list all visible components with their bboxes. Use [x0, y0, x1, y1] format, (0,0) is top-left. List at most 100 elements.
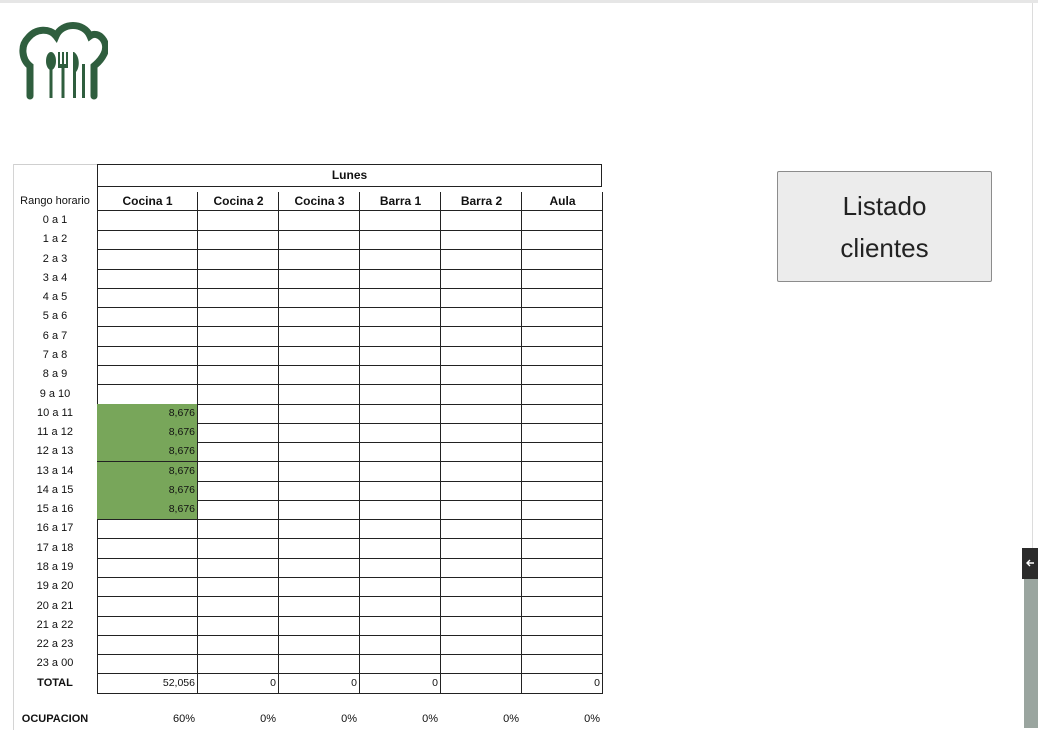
schedule-cell[interactable]: [198, 211, 279, 231]
schedule-cell[interactable]: [279, 461, 360, 482]
schedule-cell[interactable]: [360, 519, 441, 540]
schedule-cell[interactable]: [360, 230, 441, 251]
schedule-cell[interactable]: [198, 403, 279, 424]
schedule-cell[interactable]: [97, 635, 198, 656]
schedule-cell[interactable]: [198, 442, 279, 463]
schedule-cell[interactable]: [360, 249, 441, 270]
schedule-cell[interactable]: [97, 615, 198, 636]
schedule-cell[interactable]: [97, 288, 198, 309]
schedule-cell[interactable]: [198, 577, 279, 598]
schedule-cell[interactable]: [97, 268, 198, 289]
schedule-cell[interactable]: [360, 654, 441, 675]
schedule-cell[interactable]: [97, 596, 198, 617]
schedule-cell[interactable]: [279, 480, 360, 501]
schedule-cell[interactable]: [198, 635, 279, 656]
schedule-cell[interactable]: [522, 519, 603, 540]
schedule-cell[interactable]: [441, 596, 522, 617]
schedule-cell[interactable]: [279, 538, 360, 559]
schedule-cell[interactable]: [441, 538, 522, 559]
schedule-cell[interactable]: [97, 384, 198, 405]
schedule-cell[interactable]: [522, 615, 603, 636]
schedule-cell[interactable]: [279, 268, 360, 289]
schedule-cell[interactable]: [441, 480, 522, 501]
schedule-cell[interactable]: [360, 365, 441, 386]
schedule-cell[interactable]: [279, 500, 360, 521]
schedule-cell[interactable]: [360, 307, 441, 328]
schedule-cell[interactable]: [198, 500, 279, 521]
schedule-cell[interactable]: [97, 211, 198, 231]
schedule-cell[interactable]: [522, 480, 603, 501]
schedule-cell[interactable]: [522, 365, 603, 386]
schedule-cell[interactable]: [198, 307, 279, 328]
schedule-cell[interactable]: [441, 558, 522, 579]
schedule-cell[interactable]: [198, 230, 279, 251]
schedule-cell[interactable]: [360, 538, 441, 559]
schedule-cell[interactable]: [97, 577, 198, 598]
schedule-cell[interactable]: [360, 345, 441, 366]
schedule-cell[interactable]: [522, 558, 603, 579]
schedule-cell[interactable]: [522, 268, 603, 289]
schedule-cell[interactable]: [279, 635, 360, 656]
schedule-cell[interactable]: [360, 403, 441, 424]
schedule-cell[interactable]: [522, 442, 603, 463]
schedule-cell[interactable]: [441, 230, 522, 251]
schedule-cell[interactable]: [279, 577, 360, 598]
schedule-cell[interactable]: [522, 230, 603, 251]
schedule-cell[interactable]: [279, 442, 360, 463]
schedule-cell[interactable]: [522, 577, 603, 598]
listado-clientes-button[interactable]: Listado clientes: [777, 171, 992, 282]
schedule-cell[interactable]: [441, 403, 522, 424]
schedule-cell[interactable]: [360, 423, 441, 444]
schedule-cell[interactable]: [441, 249, 522, 270]
schedule-cell[interactable]: [279, 326, 360, 347]
schedule-cell[interactable]: [441, 615, 522, 636]
schedule-cell[interactable]: [441, 442, 522, 463]
schedule-cell[interactable]: [198, 249, 279, 270]
schedule-cell[interactable]: [522, 500, 603, 521]
schedule-cell[interactable]: [360, 288, 441, 309]
schedule-cell[interactable]: [198, 423, 279, 444]
schedule-cell[interactable]: [279, 345, 360, 366]
schedule-cell[interactable]: [522, 307, 603, 328]
schedule-cell[interactable]: [198, 519, 279, 540]
schedule-cell[interactable]: [522, 654, 603, 675]
schedule-cell[interactable]: [279, 558, 360, 579]
schedule-cell[interactable]: [360, 577, 441, 598]
schedule-cell[interactable]: [97, 654, 198, 675]
schedule-cell[interactable]: [522, 423, 603, 444]
schedule-cell[interactable]: [522, 538, 603, 559]
schedule-cell[interactable]: [198, 596, 279, 617]
schedule-cell[interactable]: [522, 596, 603, 617]
schedule-cell[interactable]: [279, 596, 360, 617]
schedule-cell[interactable]: [441, 326, 522, 347]
schedule-cell[interactable]: [441, 307, 522, 328]
schedule-cell[interactable]: [522, 249, 603, 270]
schedule-cell[interactable]: [198, 538, 279, 559]
schedule-cell[interactable]: [279, 365, 360, 386]
schedule-cell[interactable]: [441, 654, 522, 675]
schedule-cell[interactable]: [97, 500, 198, 521]
schedule-cell[interactable]: [441, 577, 522, 598]
schedule-cell[interactable]: [522, 403, 603, 424]
schedule-cell[interactable]: [522, 326, 603, 347]
schedule-cell[interactable]: [441, 384, 522, 405]
schedule-cell[interactable]: [97, 230, 198, 251]
schedule-cell[interactable]: [360, 461, 441, 482]
schedule-cell[interactable]: [360, 384, 441, 405]
schedule-cell[interactable]: [198, 461, 279, 482]
schedule-cell[interactable]: [522, 211, 603, 231]
schedule-cell[interactable]: [198, 558, 279, 579]
schedule-cell[interactable]: [360, 635, 441, 656]
schedule-cell[interactable]: [279, 654, 360, 675]
schedule-cell[interactable]: [97, 345, 198, 366]
schedule-cell[interactable]: [97, 519, 198, 540]
schedule-cell[interactable]: [279, 211, 360, 231]
schedule-cell[interactable]: [279, 307, 360, 328]
schedule-cell[interactable]: [441, 211, 522, 231]
schedule-cell[interactable]: [441, 423, 522, 444]
schedule-cell[interactable]: [360, 500, 441, 521]
schedule-cell[interactable]: [279, 423, 360, 444]
schedule-cell[interactable]: [360, 615, 441, 636]
schedule-cell[interactable]: [522, 345, 603, 366]
schedule-cell[interactable]: [279, 384, 360, 405]
